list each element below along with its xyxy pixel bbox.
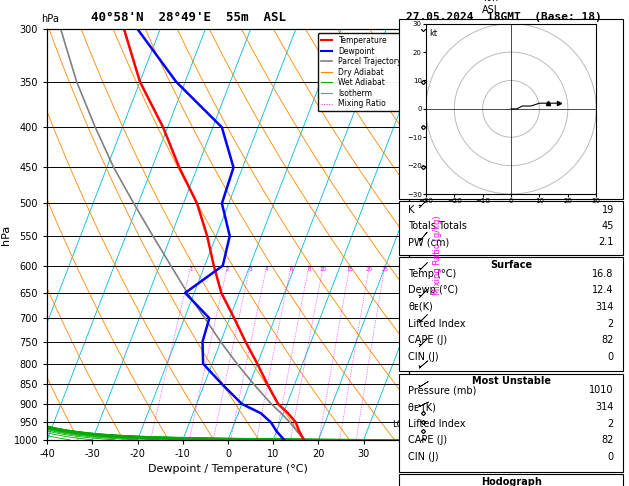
Text: hPa: hPa — [41, 14, 58, 24]
Bar — [399, 201, 623, 255]
Text: Hodograph: Hodograph — [481, 477, 542, 486]
Text: CIN (J): CIN (J) — [408, 352, 439, 362]
Text: Lifted Index: Lifted Index — [408, 319, 466, 329]
Text: 45: 45 — [601, 221, 614, 231]
Y-axis label: km
ASL: km ASL — [426, 213, 444, 235]
Text: 1: 1 — [189, 267, 192, 273]
Text: PW (cm): PW (cm) — [408, 237, 450, 247]
Bar — [399, 257, 623, 371]
Y-axis label: hPa: hPa — [1, 225, 11, 244]
Text: 8: 8 — [308, 267, 311, 273]
Text: 15: 15 — [347, 267, 353, 273]
Legend: Temperature, Dewpoint, Parcel Trajectory, Dry Adiabat, Wet Adiabat, Isotherm, Mi: Temperature, Dewpoint, Parcel Trajectory… — [318, 33, 405, 111]
Text: Most Unstable: Most Unstable — [472, 377, 550, 386]
Text: θᴇ (K): θᴇ (K) — [408, 402, 437, 412]
Text: CAPE (J): CAPE (J) — [408, 435, 447, 446]
Bar — [399, 374, 623, 471]
Text: Lifted Index: Lifted Index — [408, 419, 466, 429]
Text: Dewp (°C): Dewp (°C) — [408, 285, 459, 295]
Text: 12.4: 12.4 — [593, 285, 614, 295]
Text: 82: 82 — [601, 435, 614, 446]
Text: 10: 10 — [320, 267, 327, 273]
Text: 0: 0 — [608, 452, 614, 462]
Text: θᴇ(K): θᴇ(K) — [408, 302, 433, 312]
Text: K: K — [408, 205, 415, 215]
Text: Pressure (mb): Pressure (mb) — [408, 385, 477, 395]
Bar — [399, 19, 623, 199]
Text: Temp (°C): Temp (°C) — [408, 269, 457, 278]
X-axis label: Dewpoint / Temperature (°C): Dewpoint / Temperature (°C) — [148, 465, 308, 474]
Text: 314: 314 — [596, 402, 614, 412]
Text: LCL: LCL — [392, 419, 408, 429]
Text: 2: 2 — [608, 319, 614, 329]
Text: 40°58'N  28°49'E  55m  ASL: 40°58'N 28°49'E 55m ASL — [91, 11, 286, 24]
Text: 314: 314 — [596, 302, 614, 312]
Text: 4: 4 — [265, 267, 269, 273]
Bar — [399, 474, 623, 486]
Text: 3: 3 — [248, 267, 252, 273]
Text: 2: 2 — [226, 267, 230, 273]
Text: 0: 0 — [608, 352, 614, 362]
Text: Mixing Ratio (g/kg): Mixing Ratio (g/kg) — [433, 215, 442, 295]
Text: CIN (J): CIN (J) — [408, 452, 439, 462]
Text: 20: 20 — [366, 267, 373, 273]
Text: 19: 19 — [601, 205, 614, 215]
Text: 25: 25 — [381, 267, 389, 273]
Text: 1010: 1010 — [589, 385, 614, 395]
Text: km
ASL: km ASL — [481, 0, 500, 15]
Text: 82: 82 — [601, 335, 614, 346]
Text: 2.1: 2.1 — [598, 237, 614, 247]
Text: Surface: Surface — [490, 260, 532, 270]
Text: 16.8: 16.8 — [593, 269, 614, 278]
Text: 6: 6 — [289, 267, 293, 273]
Text: Totals Totals: Totals Totals — [408, 221, 467, 231]
Text: 2: 2 — [608, 419, 614, 429]
Text: 27.05.2024  18GMT  (Base: 18): 27.05.2024 18GMT (Base: 18) — [406, 12, 601, 22]
Text: CAPE (J): CAPE (J) — [408, 335, 447, 346]
